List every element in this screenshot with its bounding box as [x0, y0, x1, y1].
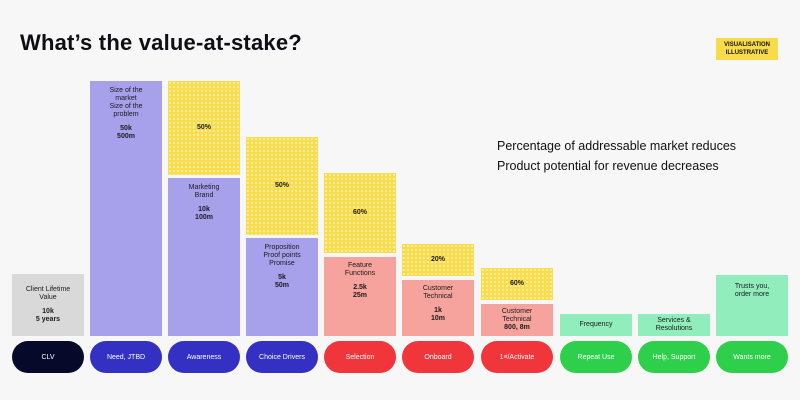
awareness-pct-box: 50% — [168, 81, 240, 175]
box-value: 25m — [352, 292, 367, 299]
box-value: 800, 8m — [504, 324, 530, 331]
box-value: 50m — [274, 282, 289, 289]
activate-pct-box: 60% — [481, 268, 553, 300]
choice-pct-box: 50% — [246, 137, 318, 235]
box-value: 5k — [278, 274, 286, 281]
box-label: Technical — [423, 293, 453, 300]
box-label: Proof points — [263, 252, 301, 259]
description: Percentage of addressable market reduces… — [497, 136, 736, 176]
awareness-box: Marketing Brand 10k 100m — [168, 178, 240, 336]
percentage: 60% — [352, 209, 367, 216]
box-value: 1k — [434, 307, 442, 314]
box-label: market — [115, 95, 137, 102]
activate-box: Customer Technical 800, 8m — [481, 304, 553, 336]
note-market: Percentage of addressable market reduces — [497, 139, 737, 153]
wants-box: Trusts you, order more — [716, 275, 788, 336]
box-label: Promise — [269, 260, 295, 267]
note-revenue: Product potential for revenue decreases — [497, 159, 719, 173]
box-label: Customer — [422, 285, 454, 292]
need-box: Size of the market Size of the problem 5… — [90, 81, 162, 336]
box-label: Services & — [657, 317, 691, 324]
repeat-box: Frequency — [560, 314, 632, 336]
percentage: 50% — [196, 124, 211, 131]
box-label: Functions — [344, 270, 376, 277]
stage-pill-awareness[interactable]: Awareness — [168, 341, 240, 373]
onboard-pct-box: 20% — [402, 244, 474, 276]
box-label: Customer — [501, 308, 533, 315]
stage-pill-help[interactable]: Help, Support — [638, 341, 710, 373]
box-value: 500m — [117, 133, 135, 140]
stage-pill-selection[interactable]: Selection — [324, 341, 396, 373]
box-value: 5 years — [35, 316, 61, 323]
clv-box: Client Lifetime Value 10k 5 years — [12, 274, 84, 336]
stage-pill-clv[interactable]: CLV — [12, 341, 84, 373]
box-label: Value — [39, 294, 57, 301]
help-box: Services & Resolutions — [638, 314, 710, 336]
box-label: problem — [113, 111, 139, 118]
selection-box: Feature Functions 2.5k 25m — [324, 257, 396, 336]
stage-pill-need[interactable]: Need, JTBD — [90, 341, 162, 373]
box-label: Frequency — [579, 321, 613, 328]
box-value: 2.5k — [353, 284, 367, 291]
box-label: order more — [734, 291, 770, 298]
choice-box: Proposition Proof points Promise 5k 50m — [246, 238, 318, 336]
box-label: Size of the — [109, 103, 143, 110]
stage-pill-choice[interactable]: Choice Drivers — [246, 341, 318, 373]
box-label: Resolutions — [655, 325, 693, 332]
visualisation-badge: VISUALISATION ILLUSTRATIVE — [716, 38, 778, 60]
badge-line-2: ILLUSTRATIVE — [725, 50, 769, 56]
box-label: Size of the — [109, 87, 143, 94]
page-title: What’s the value-at-stake? — [20, 30, 302, 55]
box-label: Client Lifetime — [25, 286, 71, 293]
badge-line-1: VISUALISATION — [724, 42, 770, 48]
box-value: 100m — [195, 214, 213, 221]
box-value: 10k — [198, 206, 210, 213]
onboard-box: Customer Technical 1k 10m — [402, 280, 474, 336]
box-label: Feature — [347, 262, 373, 269]
selection-pct-box: 60% — [324, 173, 396, 253]
box-label: Trusts you, — [734, 283, 770, 290]
box-label: Brand — [194, 192, 214, 199]
percentage: 60% — [509, 280, 524, 287]
percentage: 20% — [430, 256, 445, 263]
stage-pill-repeat[interactable]: Repeat Use — [560, 341, 632, 373]
box-value: 10k — [42, 308, 54, 315]
box-label: Marketing — [188, 184, 220, 191]
box-label: Technical — [502, 316, 532, 323]
box-value: 10m — [430, 315, 445, 322]
percentage: 50% — [274, 182, 289, 189]
stage-pill-wants-more[interactable]: Wants more — [716, 341, 788, 373]
box-label: Proposition — [264, 244, 300, 251]
box-value: 50k — [120, 125, 132, 132]
stage-pill-onboard[interactable]: Onboard — [402, 341, 474, 373]
